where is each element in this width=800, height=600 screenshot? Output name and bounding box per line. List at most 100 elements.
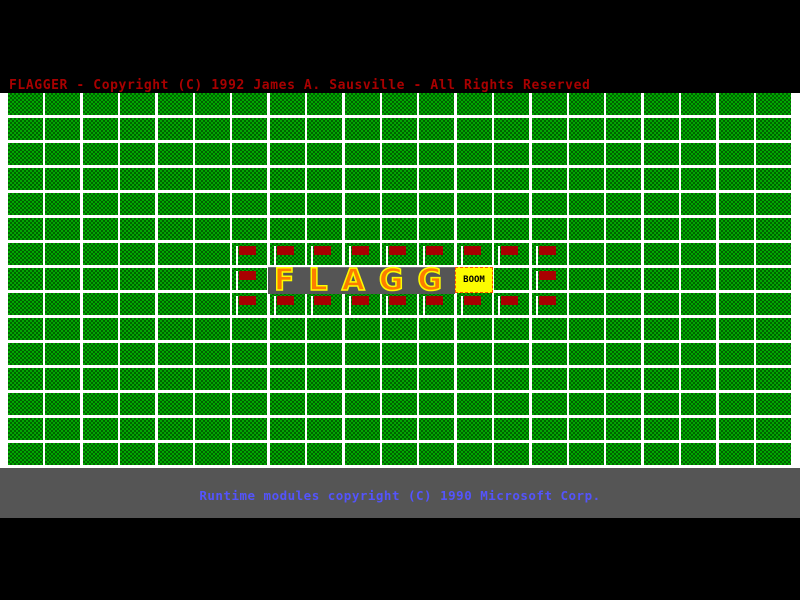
board-cell[interactable] [232, 268, 268, 290]
board-cell[interactable] [456, 118, 492, 140]
board-cell[interactable] [195, 293, 230, 315]
board-cell[interactable] [8, 318, 43, 340]
board-cell[interactable] [8, 118, 43, 140]
board-cell[interactable] [157, 143, 193, 165]
board-cell[interactable] [82, 268, 118, 290]
board-cell[interactable] [344, 143, 380, 165]
board-cell[interactable] [344, 168, 380, 190]
board-cell[interactable] [195, 318, 230, 340]
board-cell[interactable] [643, 343, 679, 365]
board-cell[interactable] [756, 93, 791, 115]
board-cell[interactable] [45, 368, 81, 390]
board-cell[interactable] [120, 318, 156, 340]
board-cell[interactable] [157, 293, 193, 315]
board-cell[interactable] [82, 443, 118, 465]
board-cell[interactable] [531, 218, 567, 240]
board-cell[interactable] [531, 443, 567, 465]
board-cell[interactable] [531, 118, 567, 140]
board-cell[interactable] [344, 243, 380, 265]
board-cell[interactable] [344, 93, 380, 115]
board-cell[interactable] [569, 168, 604, 190]
board-cell[interactable] [82, 118, 118, 140]
board-cell[interactable] [195, 243, 230, 265]
board-cell[interactable] [531, 268, 567, 290]
board-cell[interactable] [82, 418, 118, 440]
board-cell[interactable] [269, 143, 305, 165]
board-cell[interactable] [382, 243, 417, 265]
board-cell[interactable] [756, 368, 791, 390]
board-cell[interactable] [643, 143, 679, 165]
board-cell[interactable] [232, 368, 268, 390]
board-cell[interactable] [195, 418, 230, 440]
board-cell[interactable] [419, 293, 455, 315]
board-cell[interactable] [157, 118, 193, 140]
board-cell[interactable] [307, 193, 343, 215]
board-cell[interactable] [756, 143, 791, 165]
board-cell[interactable] [681, 168, 717, 190]
board-cell[interactable] [456, 218, 492, 240]
board-cell[interactable] [419, 93, 455, 115]
board-cell[interactable] [157, 393, 193, 415]
board-cell[interactable] [643, 293, 679, 315]
board-cell[interactable] [157, 368, 193, 390]
board-cell[interactable] [681, 243, 717, 265]
board-cell[interactable] [232, 418, 268, 440]
board-cell[interactable] [756, 393, 791, 415]
board-cell[interactable] [232, 293, 268, 315]
board-cell[interactable] [307, 318, 343, 340]
board-cell[interactable] [157, 243, 193, 265]
board-cell[interactable] [494, 343, 530, 365]
board-cell[interactable] [606, 168, 642, 190]
board-cell[interactable] [382, 118, 417, 140]
board-cell[interactable] [382, 318, 417, 340]
board-cell[interactable] [569, 193, 604, 215]
board-cell[interactable] [531, 418, 567, 440]
board-cell[interactable] [606, 418, 642, 440]
board-cell[interactable] [45, 443, 81, 465]
board-cell[interactable] [643, 418, 679, 440]
board-cell[interactable] [531, 193, 567, 215]
board-cell[interactable] [382, 368, 417, 390]
board-cell[interactable] [419, 393, 455, 415]
board-cell[interactable] [681, 418, 717, 440]
board-cell[interactable] [195, 393, 230, 415]
board-cell[interactable] [382, 293, 417, 315]
board-cell[interactable] [756, 443, 791, 465]
board-cell[interactable] [494, 318, 530, 340]
board-cell[interactable] [344, 218, 380, 240]
board-cell[interactable] [456, 93, 492, 115]
board-cell[interactable] [456, 443, 492, 465]
board-cell[interactable] [643, 168, 679, 190]
board-cell[interactable] [569, 343, 604, 365]
board-cell[interactable] [718, 393, 754, 415]
board-cell[interactable] [718, 343, 754, 365]
board-cell[interactable] [569, 218, 604, 240]
board-cell[interactable] [307, 118, 343, 140]
board-cell[interactable] [494, 218, 530, 240]
board-cell[interactable] [45, 168, 81, 190]
board-cell[interactable] [419, 218, 455, 240]
board-cell[interactable] [606, 443, 642, 465]
board-cell[interactable] [8, 443, 43, 465]
board-cell[interactable] [494, 168, 530, 190]
board-cell[interactable] [494, 368, 530, 390]
board-cell[interactable] [232, 243, 268, 265]
board-cell[interactable] [756, 193, 791, 215]
board-cell[interactable] [269, 168, 305, 190]
board-cell[interactable] [718, 268, 754, 290]
board-cell[interactable] [82, 343, 118, 365]
board-cell[interactable] [681, 318, 717, 340]
board-cell[interactable] [419, 318, 455, 340]
board-cell[interactable] [232, 93, 268, 115]
board-cell[interactable] [195, 193, 230, 215]
board-cell[interactable] [643, 218, 679, 240]
board-cell[interactable] [681, 443, 717, 465]
board-cell[interactable] [82, 368, 118, 390]
board-cell[interactable] [531, 343, 567, 365]
board-cell[interactable] [419, 143, 455, 165]
board-cell[interactable] [756, 418, 791, 440]
board-cell[interactable] [82, 193, 118, 215]
board-cell[interactable] [82, 218, 118, 240]
board-cell[interactable] [82, 293, 118, 315]
board-cell[interactable] [456, 193, 492, 215]
